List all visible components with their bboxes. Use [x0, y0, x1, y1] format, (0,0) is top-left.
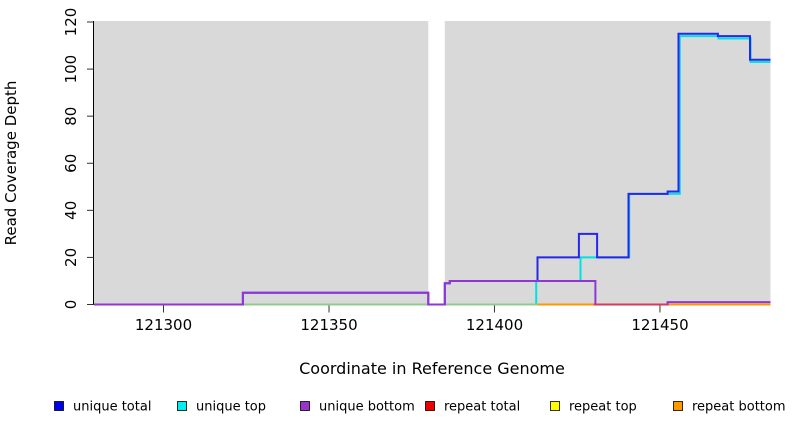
- axes-layer: 0 20 40 60 80 100 120 121300 121350 121400 121450: [62, 8, 689, 334]
- x-axis-title: Coordinate in Reference Genome: [299, 359, 565, 378]
- x-tick-label: 121350: [300, 316, 357, 334]
- y-tick-label: 120: [62, 8, 80, 37]
- legend-label-repeat-top: repeat top: [569, 400, 637, 415]
- legend-swatch-repeat-bottom: [673, 401, 683, 411]
- legend: unique total unique top unique bottom repea…: [54, 400, 786, 415]
- y-tick-label: 100: [62, 55, 80, 84]
- legend-label-repeat-total: repeat total: [444, 400, 520, 415]
- y-tick-label: 20: [62, 248, 80, 267]
- y-tick-label: 40: [62, 201, 80, 220]
- legend-swatch-repeat-top: [550, 401, 560, 411]
- x-tick-label: 121400: [466, 316, 523, 334]
- y-tick-label: 80: [62, 107, 80, 126]
- series-lines-layer: [94, 32, 771, 306]
- legend-label-repeat-bottom: repeat bottom: [692, 400, 786, 415]
- legend-swatch-unique-top: [177, 401, 187, 411]
- x-tick-label: 121300: [135, 316, 192, 334]
- y-tick-label: 0: [62, 300, 80, 310]
- legend-label-unique-bottom: unique bottom: [319, 400, 415, 415]
- plot-background-layer: [94, 21, 771, 305]
- coverage-gap-band: [428, 21, 445, 305]
- legend-swatch-repeat-total: [425, 401, 435, 411]
- legend-swatch-unique-bottom: [300, 401, 310, 411]
- legend-swatch-unique-total: [54, 401, 64, 411]
- y-axis-title: Read Coverage Depth: [2, 81, 20, 246]
- x-tick-label: 121450: [631, 316, 688, 334]
- legend-label-unique-total: unique total: [73, 400, 151, 415]
- legend-label-unique-top: unique top: [196, 400, 266, 415]
- y-tick-label: 60: [62, 154, 80, 173]
